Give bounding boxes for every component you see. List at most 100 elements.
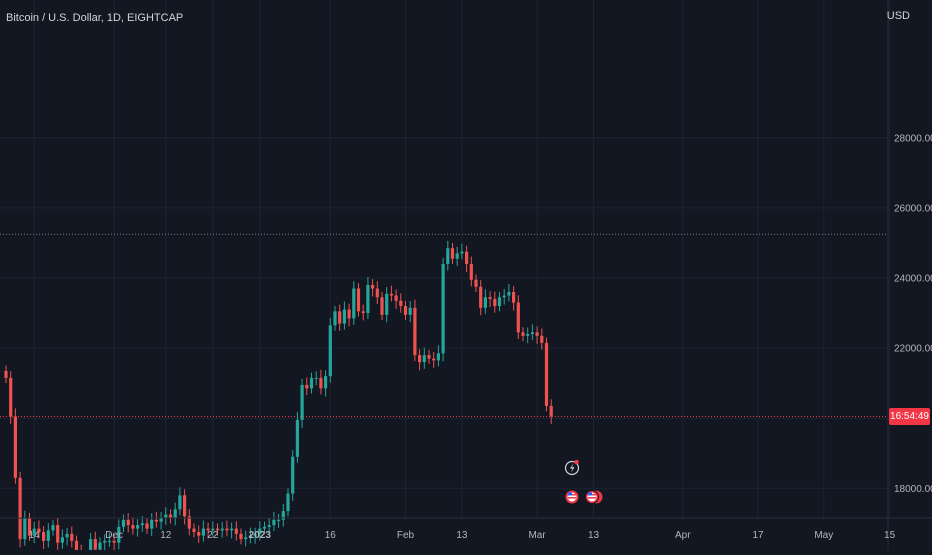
candle-bearish	[380, 297, 384, 315]
candle-bullish	[150, 519, 154, 529]
event-markers[interactable]	[564, 459, 603, 504]
candle-bearish	[56, 525, 60, 543]
candle-bullish	[333, 311, 337, 326]
candle-bullish	[446, 248, 450, 264]
candle-bearish	[450, 248, 455, 259]
candle-bearish	[305, 384, 309, 389]
candle-bearish	[13, 416, 17, 478]
countdown-price-label: 16:54:49	[889, 407, 930, 425]
candle-bearish	[488, 297, 492, 300]
candle-bearish	[399, 300, 403, 307]
candle-bullish	[352, 288, 356, 319]
candle-bearish	[239, 533, 243, 540]
currency-label[interactable]: USD	[886, 10, 910, 22]
candle-bullish	[366, 285, 370, 314]
candle-bullish	[422, 355, 426, 363]
candle-bearish	[168, 514, 173, 519]
candle-bearish	[42, 532, 46, 541]
candle-bullish	[460, 251, 464, 254]
candle-bullish	[295, 419, 299, 457]
chart-title: Bitcoin / U.S. Dollar, 1D, EIGHTCAP	[6, 12, 184, 24]
candle-bullish	[65, 533, 69, 538]
candle-bearish	[540, 335, 544, 343]
candle-bearish	[474, 279, 478, 287]
candle-bearish	[389, 293, 393, 296]
candle-bullish	[136, 525, 140, 529]
candle-bullish	[140, 523, 144, 526]
time-axis: 14 Dec 12 22 2023 16 Feb 13 Mar 13 Apr 17 May 15	[0, 517, 932, 541]
candle-bullish	[497, 297, 502, 307]
candle-bearish	[4, 370, 8, 378]
time-tick-label: 2023	[249, 530, 272, 541]
candle-bullish	[32, 528, 36, 536]
candle-bullish	[173, 509, 177, 519]
candle-bullish	[258, 528, 262, 534]
candle-bullish	[436, 353, 440, 361]
candle-bullish	[324, 376, 328, 389]
time-tick-label: 17	[752, 530, 764, 541]
candle-bullish	[314, 377, 318, 379]
candle-bullish	[483, 297, 487, 308]
candle-bullish	[98, 542, 102, 550]
candle-bearish	[361, 311, 365, 314]
time-tick-label: Mar	[528, 530, 546, 541]
candle-bearish	[427, 355, 431, 359]
time-tick-label: 22	[207, 530, 219, 541]
candle-bearish	[183, 495, 187, 517]
candle-bearish	[521, 332, 525, 336]
candle-bearish	[371, 285, 375, 289]
candle-bearish	[206, 528, 210, 531]
candle-bullish	[230, 528, 234, 531]
time-tick-label: Feb	[397, 530, 415, 541]
candle-bearish	[9, 377, 13, 417]
time-tick-label: May	[814, 530, 833, 541]
candle-bullish	[277, 519, 281, 521]
candle-bearish	[479, 286, 483, 308]
us-flag-stacked-event-icon[interactable]	[585, 490, 603, 504]
candle-bearish	[70, 533, 74, 541]
candle-bullish	[121, 519, 126, 527]
candle-bullish	[408, 307, 412, 315]
candle-bullish	[286, 493, 290, 512]
candle-bullish	[248, 535, 252, 538]
candle-bullish	[300, 384, 304, 420]
candle-bullish	[103, 540, 107, 543]
candle-bearish	[131, 525, 135, 529]
candle-bearish	[145, 523, 149, 529]
candle-bullish	[502, 295, 506, 298]
candle-bearish	[535, 332, 539, 336]
candle-bearish	[403, 306, 408, 315]
candle-bullish	[89, 539, 93, 555]
candle-bearish	[126, 519, 130, 526]
candle-bullish	[253, 533, 257, 536]
grid	[0, 0, 891, 518]
candle-bearish	[516, 302, 520, 333]
us-flag-event-icon[interactable]	[565, 490, 579, 504]
price-tick-label: 18000.00	[894, 484, 932, 495]
price-tick-label: 26000.00	[894, 203, 932, 214]
candle-bearish	[154, 519, 158, 522]
candle-bearish	[375, 288, 379, 298]
candle-bearish	[74, 540, 79, 552]
candle-bearish	[338, 311, 342, 324]
lightning-event-icon[interactable]	[564, 459, 580, 476]
candle-bullish	[342, 309, 346, 324]
candle-bearish	[347, 309, 351, 319]
candle-bullish	[244, 537, 248, 540]
candle-bullish	[178, 495, 182, 510]
candle-bullish	[530, 332, 534, 335]
candle-bearish	[215, 528, 220, 531]
candle-bullish	[441, 263, 445, 354]
candle-bullish	[159, 518, 163, 522]
candle-bullish	[291, 456, 295, 494]
reference-lines	[0, 233, 888, 417]
candle-bearish	[192, 528, 196, 533]
candle-bullish	[526, 334, 530, 336]
candle-bearish	[394, 295, 398, 301]
candle-bullish	[220, 528, 224, 531]
price-axis: 28000.00 26000.00 24000.00 22000.00 18000.00…	[887, 0, 932, 555]
candles	[4, 240, 553, 555]
candle-bullish	[60, 537, 64, 543]
